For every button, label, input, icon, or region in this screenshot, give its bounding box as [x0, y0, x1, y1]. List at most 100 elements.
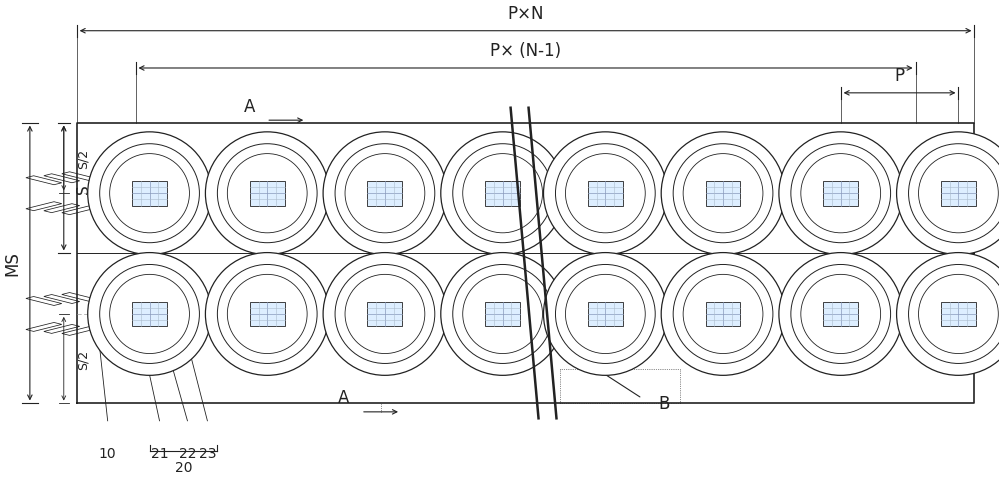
Bar	[62, 172, 98, 181]
Bar	[179, 172, 215, 181]
Bar	[853, 295, 889, 304]
Bar	[482, 176, 518, 185]
Bar	[397, 295, 433, 304]
Bar	[201, 172, 237, 181]
Bar	[693, 323, 729, 332]
Bar	[437, 293, 473, 302]
Ellipse shape	[88, 133, 211, 255]
Bar	[26, 323, 62, 332]
Bar	[473, 202, 509, 211]
Bar	[793, 174, 829, 183]
Bar	[455, 325, 491, 334]
Bar	[572, 204, 608, 213]
Bar	[44, 174, 80, 183]
Bar	[811, 176, 847, 185]
Bar	[635, 327, 671, 336]
Bar	[617, 174, 653, 183]
Bar	[893, 293, 928, 302]
Ellipse shape	[323, 133, 447, 255]
Bar	[588, 302, 623, 327]
Bar	[717, 176, 753, 185]
Ellipse shape	[463, 275, 543, 354]
Ellipse shape	[335, 144, 435, 243]
Text: P: P	[895, 67, 905, 85]
Ellipse shape	[110, 154, 189, 233]
Bar	[811, 323, 847, 332]
Ellipse shape	[463, 154, 543, 233]
Bar	[590, 297, 626, 306]
Bar	[555, 206, 590, 215]
Bar	[518, 293, 553, 302]
Bar	[397, 174, 433, 183]
Bar	[455, 204, 491, 213]
Bar	[179, 206, 215, 215]
Bar	[482, 297, 518, 306]
Bar	[237, 323, 273, 332]
Bar	[26, 202, 62, 211]
Bar	[397, 325, 433, 334]
Bar	[62, 327, 98, 336]
Bar	[893, 327, 928, 336]
Ellipse shape	[453, 144, 552, 243]
Bar	[911, 204, 946, 213]
Bar	[675, 295, 711, 304]
Bar	[355, 176, 391, 185]
Bar	[473, 176, 509, 185]
Text: 21: 21	[151, 446, 168, 460]
Ellipse shape	[683, 275, 763, 354]
Bar	[929, 176, 964, 185]
Bar	[367, 302, 402, 327]
Bar	[635, 172, 671, 181]
Bar	[319, 206, 355, 215]
Bar	[62, 293, 98, 302]
Bar	[753, 206, 789, 215]
Bar	[219, 295, 255, 304]
Ellipse shape	[661, 133, 785, 255]
Ellipse shape	[683, 154, 763, 233]
Bar	[44, 204, 80, 213]
Bar	[355, 297, 391, 306]
Ellipse shape	[345, 275, 425, 354]
Bar	[485, 302, 520, 327]
Bar	[415, 293, 451, 302]
Bar	[941, 302, 976, 327]
Bar	[693, 297, 729, 306]
Bar	[853, 174, 889, 183]
Text: P×N: P×N	[507, 5, 544, 23]
Bar	[279, 204, 315, 213]
Bar	[835, 202, 871, 211]
Ellipse shape	[779, 253, 903, 376]
Bar	[415, 172, 451, 181]
Bar	[811, 202, 847, 211]
Bar	[717, 202, 753, 211]
Bar	[62, 206, 98, 215]
Bar	[179, 293, 215, 302]
Bar	[911, 174, 946, 183]
Ellipse shape	[555, 144, 655, 243]
Ellipse shape	[227, 275, 307, 354]
Ellipse shape	[100, 144, 199, 243]
Bar	[297, 293, 333, 302]
Bar	[657, 206, 693, 215]
Bar	[162, 325, 197, 334]
Bar	[811, 297, 847, 306]
Text: 23: 23	[199, 446, 216, 460]
Bar	[599, 323, 635, 332]
Ellipse shape	[897, 253, 1000, 376]
Bar	[144, 297, 179, 306]
Bar	[675, 204, 711, 213]
Bar	[753, 293, 789, 302]
Bar	[735, 204, 771, 213]
Bar	[219, 204, 255, 213]
Text: S: S	[76, 184, 91, 193]
Bar	[201, 327, 237, 336]
Ellipse shape	[909, 144, 1000, 243]
Ellipse shape	[441, 133, 564, 255]
Ellipse shape	[441, 253, 564, 376]
Text: A: A	[244, 98, 255, 116]
Bar	[261, 323, 297, 332]
Bar	[297, 327, 333, 336]
Text: 20: 20	[175, 459, 192, 473]
Bar	[657, 327, 693, 336]
Bar	[337, 174, 373, 183]
